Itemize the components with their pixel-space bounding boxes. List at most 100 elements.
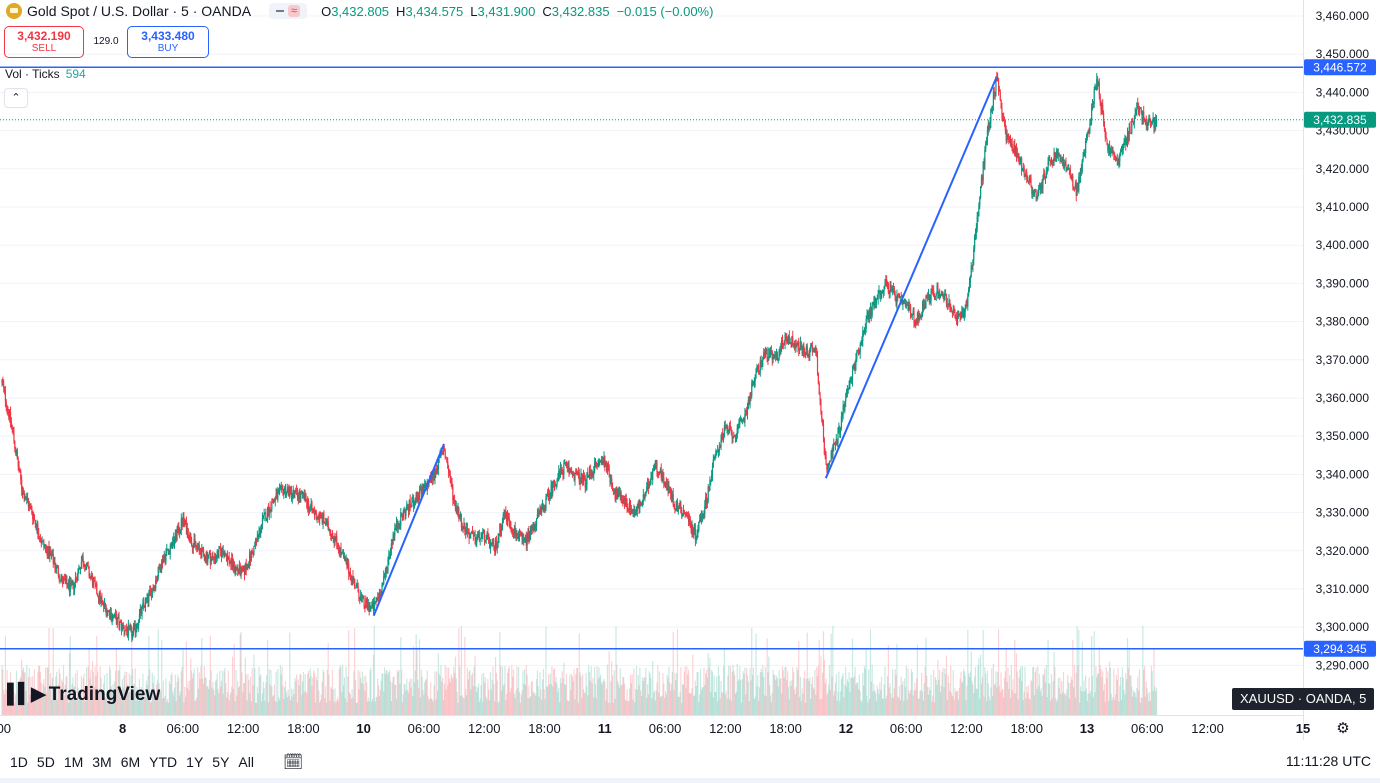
volume-bar	[7, 696, 9, 715]
candle-body	[822, 419, 824, 424]
volume-bar	[923, 683, 925, 715]
volume-bar	[797, 670, 799, 715]
candle-body	[1126, 132, 1129, 142]
volume-bar	[840, 679, 843, 715]
volume-bar	[738, 679, 740, 715]
volume-value: 594	[65, 67, 86, 81]
candle-body	[834, 443, 837, 445]
candle-body	[756, 366, 758, 369]
timeframe-ytd[interactable]: YTD	[149, 753, 178, 770]
volume-bar	[533, 693, 535, 715]
volume-bar	[721, 692, 723, 715]
volume-bar	[589, 680, 591, 715]
candle-body	[1108, 144, 1111, 154]
tradingview-logo[interactable]: ▌▍▶ TradingView	[7, 683, 160, 706]
volume-bar	[886, 676, 889, 715]
volume-bar	[998, 685, 1000, 715]
volume-bar	[1019, 669, 1021, 715]
volume-bar	[416, 647, 418, 715]
horizontal-line-price-tag	[1304, 640, 1376, 657]
candle-body	[233, 561, 235, 571]
candle-body	[1035, 191, 1037, 199]
candle-body	[234, 570, 236, 572]
volume-bar	[365, 675, 367, 715]
volume-bar	[751, 627, 753, 715]
volume-bar	[459, 666, 461, 715]
volume-bar	[646, 684, 649, 715]
candle-body	[1148, 118, 1150, 120]
collapse-legend-button[interactable]: ⌃	[4, 88, 28, 108]
volume-bar	[450, 674, 452, 715]
volume-bar	[282, 685, 284, 715]
settings-gear-icon[interactable]: ⚙	[1336, 720, 1350, 737]
volume-bar	[1043, 675, 1045, 715]
candle-body	[737, 423, 739, 428]
volume-bar	[875, 701, 878, 715]
candle-body	[1003, 121, 1006, 124]
timeframe-3m[interactable]: 3M	[92, 753, 112, 770]
candle-body	[920, 314, 922, 317]
volume-bar	[460, 626, 463, 715]
candle-body	[900, 296, 902, 298]
candle-body	[457, 508, 459, 514]
volume-bar	[486, 699, 488, 715]
volume-bar	[51, 678, 53, 715]
candle-body	[1102, 104, 1104, 114]
volume-bar	[126, 671, 128, 715]
candle-body	[553, 481, 555, 485]
timeframe-1y[interactable]: 1Y	[186, 753, 204, 770]
volume-bar	[1154, 686, 1156, 715]
volume-bar	[336, 700, 338, 715]
calendar-icon[interactable]: 🗓	[282, 753, 304, 771]
volume-bar	[357, 669, 359, 715]
candle-body	[986, 130, 989, 142]
volume-bar	[811, 676, 813, 715]
utc-clock[interactable]: 11:11:28 UTC	[1285, 753, 1371, 769]
volume-bar	[570, 689, 572, 715]
volume-bar	[747, 681, 749, 715]
volume-bar	[178, 678, 180, 715]
candle-body	[775, 352, 778, 358]
volume-bar	[695, 686, 697, 715]
candle-body	[904, 299, 906, 301]
candle-body	[108, 610, 110, 612]
candle-body	[707, 486, 709, 500]
buy-button[interactable]: 3,433.480 BUY	[127, 26, 209, 58]
symbol-toggle-pill[interactable]: ≈	[269, 3, 308, 19]
candle-body	[687, 516, 689, 518]
candle-body	[880, 293, 883, 295]
volume-legend[interactable]: Vol · Ticks 594	[5, 67, 86, 81]
volume-bar	[354, 679, 357, 715]
volume-bar	[864, 668, 866, 715]
volume-bar	[836, 700, 838, 715]
candle-body	[1032, 191, 1034, 195]
candle-body	[142, 602, 144, 606]
timeframe-1m[interactable]: 1M	[63, 753, 84, 770]
candle-body	[167, 549, 169, 551]
volume-bar	[179, 691, 182, 715]
candle-body	[9, 411, 12, 423]
timeframe-all[interactable]: All	[238, 753, 254, 770]
candle-body	[260, 530, 262, 535]
timeframe-1d[interactable]: 1D	[10, 753, 28, 770]
volume-bar	[42, 684, 44, 715]
candle-body	[514, 527, 516, 536]
candle-body	[15, 448, 17, 454]
volume-bar	[981, 677, 983, 715]
candle-body	[1011, 143, 1013, 152]
candle-body	[528, 530, 530, 540]
volume-bar	[949, 690, 951, 715]
timeframe-5d[interactable]: 5D	[36, 753, 55, 770]
timeframe-5y[interactable]: 5Y	[212, 753, 230, 770]
time-tick-label: 12:00	[468, 721, 501, 736]
volume-bar	[1052, 681, 1054, 715]
candle-body	[623, 499, 626, 505]
volume-bar	[1001, 689, 1003, 715]
volume-bar	[359, 671, 361, 715]
timeframe-6m[interactable]: 6M	[120, 753, 141, 770]
sell-button[interactable]: 3,432.190 SELL	[4, 26, 84, 58]
candle-body	[559, 467, 562, 476]
candle-body	[980, 177, 983, 187]
symbol-title[interactable]: Gold Spot / U.S. Dollar · 5 · OANDA	[27, 3, 252, 19]
